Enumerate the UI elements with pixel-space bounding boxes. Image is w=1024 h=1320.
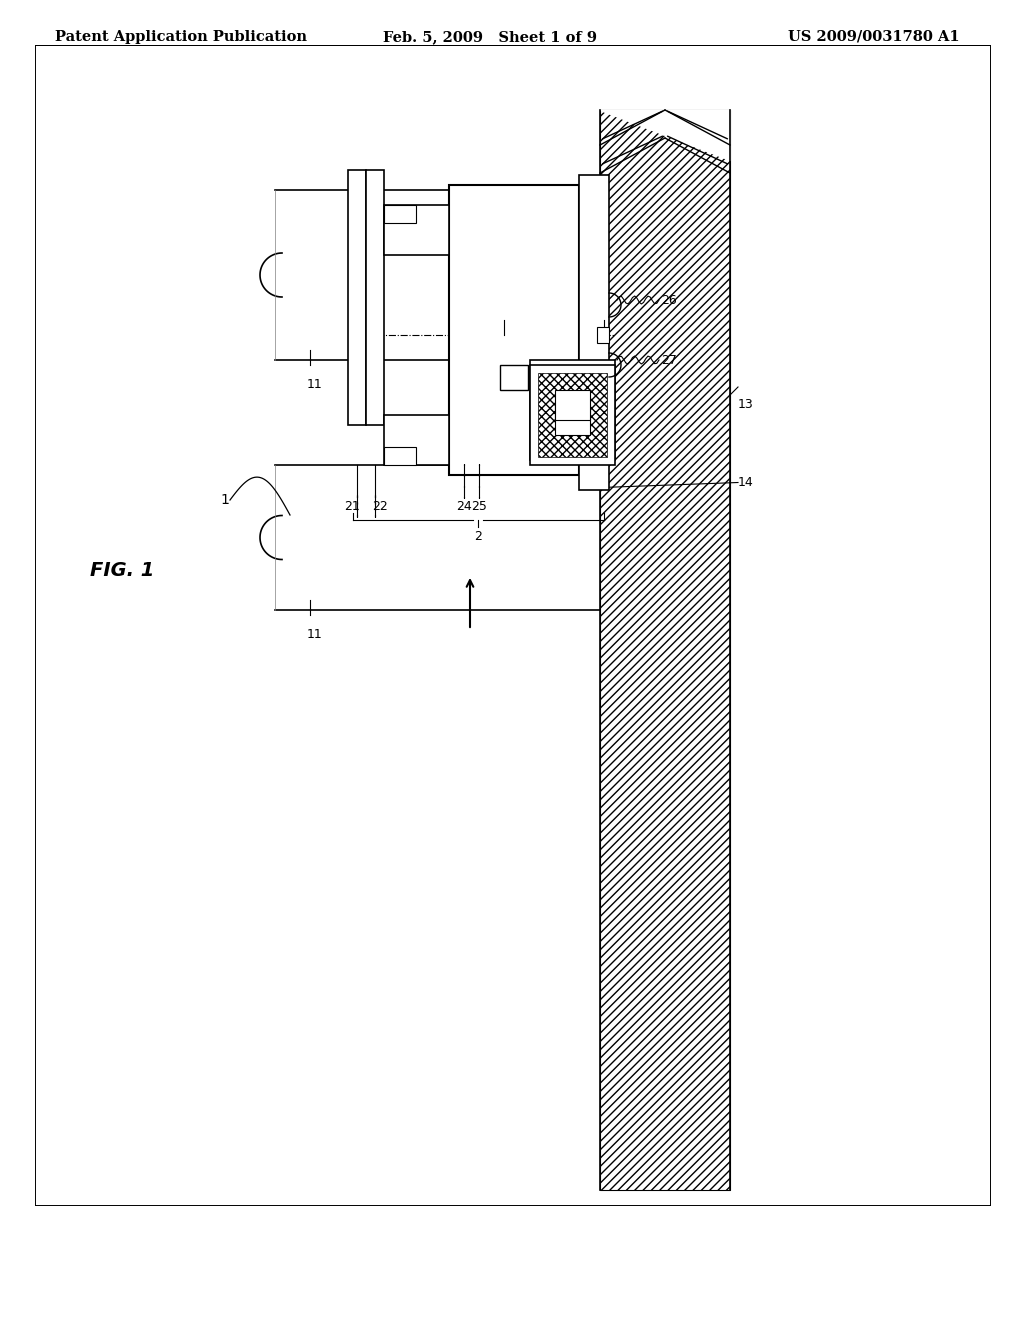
Bar xyxy=(384,447,416,465)
Text: 21: 21 xyxy=(344,500,359,513)
Text: 11: 11 xyxy=(307,628,323,642)
Polygon shape xyxy=(600,110,730,160)
Bar xyxy=(255,465,600,610)
Bar xyxy=(538,374,607,457)
Bar xyxy=(530,366,615,465)
Text: 13: 13 xyxy=(738,399,754,412)
Bar xyxy=(500,366,528,389)
Text: 12: 12 xyxy=(479,352,495,366)
Bar xyxy=(530,360,615,459)
Bar xyxy=(348,170,366,425)
Text: 25: 25 xyxy=(471,500,487,513)
Bar xyxy=(255,190,600,360)
Text: 14: 14 xyxy=(738,477,754,488)
Text: III: III xyxy=(599,308,609,317)
Text: US 2009/0031780 A1: US 2009/0031780 A1 xyxy=(788,30,961,44)
Bar xyxy=(449,185,579,475)
Text: 2: 2 xyxy=(474,531,482,543)
Bar xyxy=(366,170,384,425)
Text: 26: 26 xyxy=(662,293,677,306)
Bar xyxy=(384,205,449,255)
Text: Patent Application Publication: Patent Application Publication xyxy=(55,30,307,44)
Text: 22: 22 xyxy=(372,500,388,513)
Bar xyxy=(597,327,609,343)
Text: 27: 27 xyxy=(662,354,677,367)
Bar xyxy=(579,176,609,490)
Text: 1: 1 xyxy=(220,492,229,507)
Text: 24: 24 xyxy=(456,500,472,513)
Bar xyxy=(384,205,416,223)
Text: Feb. 5, 2009   Sheet 1 of 9: Feb. 5, 2009 Sheet 1 of 9 xyxy=(383,30,597,44)
Bar xyxy=(555,389,590,420)
Text: 11: 11 xyxy=(307,378,323,391)
Text: III: III xyxy=(499,308,509,317)
Bar xyxy=(600,110,730,1191)
Bar xyxy=(384,414,449,465)
Bar xyxy=(538,368,607,451)
Text: FIG. 1: FIG. 1 xyxy=(90,561,155,579)
Bar xyxy=(555,405,590,436)
